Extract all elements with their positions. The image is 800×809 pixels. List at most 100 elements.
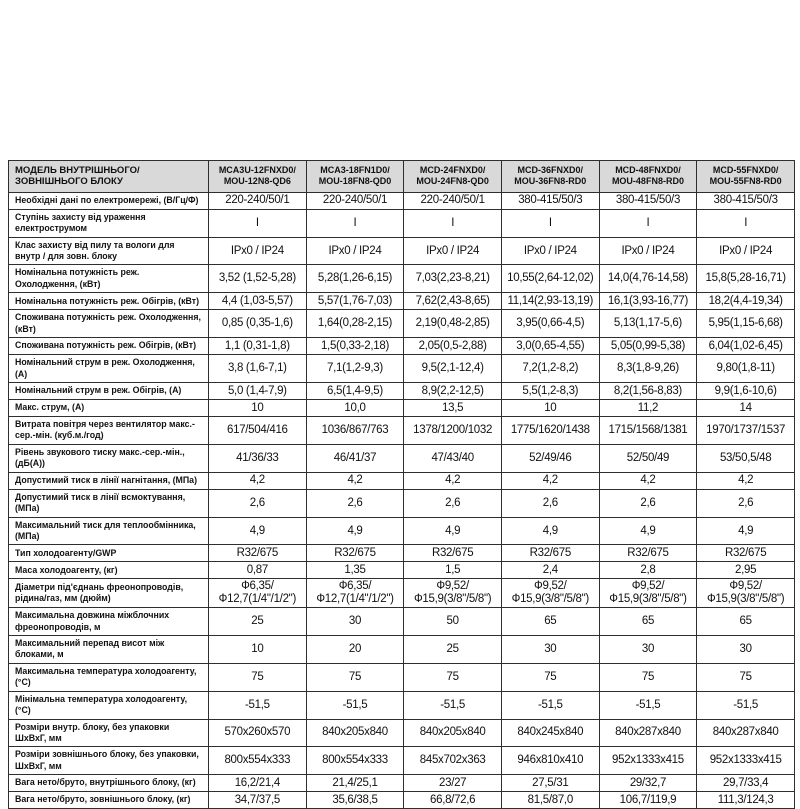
spec-value-cell: 4,9: [500, 516, 600, 546]
table-row: Мінімальна температура холодоагенту, (°С…: [8, 690, 795, 720]
spec-value-cell: 2,19(0,48-2,85): [403, 309, 502, 339]
spec-row-label: Рівень звукового тиску макс.-сер.-мін., …: [8, 443, 209, 473]
spec-value-cell: I: [696, 208, 795, 238]
table-row: Рівень звукового тиску макс.-сер.-мін., …: [8, 443, 795, 473]
spec-value-cell: 0,85 (0,35-1,6): [208, 309, 307, 339]
spec-value-cell: R32/675: [403, 544, 502, 563]
spec-value-cell: 9,80(1,8-11): [696, 354, 795, 383]
spec-value-cell: 20: [305, 634, 405, 664]
spec-value-cell: 29/32,7: [598, 774, 698, 793]
spec-row-label: Номінальний струм в реж. Обігрів, (А): [8, 382, 209, 400]
spec-value-cell: 27,5/31: [500, 774, 600, 793]
spec-value-cell: 5,95(1,15-6,68): [696, 309, 795, 339]
spec-value-cell: 8,2(1,56-8,83): [598, 382, 698, 400]
spec-value-cell: 840x205x840: [305, 718, 405, 748]
spec-value-cell: I: [305, 208, 405, 238]
table-row: Розміри зовнішнього блоку, без упаковки,…: [8, 746, 795, 776]
spec-value-cell: 9,9(1,6-10,6): [696, 382, 795, 400]
spec-value-cell: 23/27: [403, 774, 502, 793]
spec-value-cell: 220-240/50/1: [208, 191, 307, 210]
spec-row-label: Тип холодоагенту/GWP: [8, 544, 209, 563]
spec-row-label: Ступінь захисту від ураження електростру…: [8, 208, 209, 238]
spec-value-cell: 800x554x333: [208, 746, 307, 776]
table-row: Необхідні дані по електромережі, (В/Гц/Ф…: [8, 191, 795, 210]
spec-value-cell: 1715/1568/1381: [598, 416, 698, 445]
spec-value-cell: 800x554x333: [305, 746, 405, 776]
spec-value-cell: 220-240/50/1: [305, 191, 405, 210]
spec-row-label: Розміри зовнішнього блоку, без упаковки,…: [8, 746, 209, 776]
spec-value-cell: 3,52 (1,52-5,28): [208, 264, 307, 294]
spec-row-label: Вага нето/бруто, зовнішнього блоку, (кг): [8, 791, 209, 809]
spec-value-cell: -51,5: [500, 690, 600, 720]
spec-value-cell: 840x287x840: [696, 718, 795, 748]
spec-value-cell: 30: [500, 634, 600, 664]
spec-value-cell: 220-240/50/1: [403, 191, 502, 210]
spec-value-cell: 21,4/25,1: [305, 774, 405, 793]
spec-value-cell: 65: [696, 607, 795, 636]
spec-value-cell: R32/675: [305, 544, 405, 563]
spec-value-cell: IPx0 / IP24: [305, 236, 405, 266]
spec-value-cell: 4,4 (1,03-5,57): [208, 292, 307, 311]
spec-value-cell: I: [500, 208, 600, 238]
table-row: Номінальна потужність реж. Охолодження, …: [8, 264, 795, 294]
spec-value-cell: Ф9,52/Ф15,9(3/8"/5/8"): [696, 578, 795, 609]
spec-value-cell: 9,5(2,1-12,4): [403, 354, 502, 383]
spec-value-cell: 75: [696, 662, 795, 692]
spec-value-cell: 65: [598, 607, 698, 636]
model-column-header: MCD-48FNXD0/ MOU-48FN8-RD0: [598, 160, 698, 193]
spec-value-cell: 16,2/21,4: [208, 774, 307, 793]
spec-value-cell: 81,5/87,0: [500, 791, 600, 809]
table-row: Номінальний струм в реж. Обігрів, (А) 5,0…: [8, 382, 795, 400]
spec-value-cell: 41/36/33: [208, 443, 307, 473]
spec-value-cell: 111,3/124,3: [696, 791, 795, 809]
spec-value-cell: 5,28(1,26-6,15): [305, 264, 405, 294]
table-row: Витрата повітря через вентилятор макс.-с…: [8, 416, 795, 445]
spec-value-cell: 35,6/38,5: [305, 791, 405, 809]
table-row: Клас захисту від пилу та вологи для внут…: [8, 236, 795, 266]
spec-value-cell: 6,04(1,02-6,45): [696, 337, 795, 356]
spec-value-cell: 4,2: [403, 471, 502, 490]
table-row: Максимальна довжина міжблочних фреонопро…: [8, 607, 795, 636]
spec-value-cell: 946x810x410: [500, 746, 600, 776]
spec-row-label: Макс. струм, (А): [8, 399, 209, 417]
spec-value-cell: 4,9: [208, 516, 307, 546]
spec-value-cell: 2,6: [500, 488, 600, 518]
spec-value-cell: 50: [403, 607, 502, 636]
spec-row-label: Діаметри під'єднань фреонопроводів, ріди…: [8, 578, 209, 609]
spec-value-cell: 2,8: [598, 561, 698, 580]
spec-value-cell: 53/50,5/48: [696, 443, 795, 473]
spec-value-cell: 7,2(1,2-8,2): [500, 354, 600, 383]
spec-value-cell: I: [208, 208, 307, 238]
spec-value-cell: 380-415/50/3: [500, 191, 600, 210]
spec-value-cell: 3,0(0,65-4,55): [500, 337, 600, 356]
spec-value-cell: 16,1(3,93-16,77): [598, 292, 698, 311]
spec-value-cell: 75: [500, 662, 600, 692]
spec-row-label: Споживана потужність реж. Обігрів, (кВт): [8, 337, 209, 356]
spec-value-cell: Ф6,35/ Ф12,7(1/4"/1/2"): [208, 578, 307, 609]
spec-value-cell: -51,5: [403, 690, 502, 720]
spec-value-cell: 5,5(1,2-8,3): [500, 382, 600, 400]
spec-row-label: Клас захисту від пилу та вологи для внут…: [8, 236, 209, 266]
spec-value-cell: 8,3(1,8-9,26): [598, 354, 698, 383]
spec-value-cell: 7,62(2,43-8,65): [403, 292, 502, 311]
model-column-header: MCD-55FNXD0/ MOU-55FN8-RD0: [696, 160, 795, 193]
spec-value-cell: 14: [696, 399, 795, 417]
spec-value-cell: 2,6: [208, 488, 307, 518]
spec-value-cell: 1775/1620/1438: [500, 416, 600, 445]
model-column-header: MCA3U-12FNXD0/ MOU-12N8-QD6: [208, 160, 307, 193]
spec-row-label: Допустимий тиск в лінії всмоктування, (М…: [8, 488, 209, 518]
spec-value-cell: 4,2: [305, 471, 405, 490]
table-row: Споживана потужність реж. Обігрів, (кВт)…: [8, 337, 795, 356]
spec-value-cell: 617/504/416: [208, 416, 307, 445]
table-row: Номінальний струм в реж. Охолодження, (А…: [8, 354, 795, 383]
table-row: Максимальний перепад висот між блоками, …: [8, 634, 795, 664]
spec-value-cell: 8,9(2,2-12,5): [403, 382, 502, 400]
spec-value-cell: 30: [696, 634, 795, 664]
spec-value-cell: 10,55(2,64-12,02): [500, 264, 600, 294]
spec-value-cell: 25: [208, 607, 307, 636]
spec-value-cell: 1,1 (0,31-1,8): [208, 337, 307, 356]
table-row: Маса холодоагенту, (кг) 0,87 1,35 1,5 2,4 2,8…: [8, 561, 795, 580]
table-row: Номінальна потужність реж. Обігрів, (кВт…: [8, 292, 795, 311]
spec-value-cell: 380-415/50/3: [696, 191, 795, 210]
spec-row-label: Витрата повітря через вентилятор макс.-с…: [8, 416, 209, 445]
